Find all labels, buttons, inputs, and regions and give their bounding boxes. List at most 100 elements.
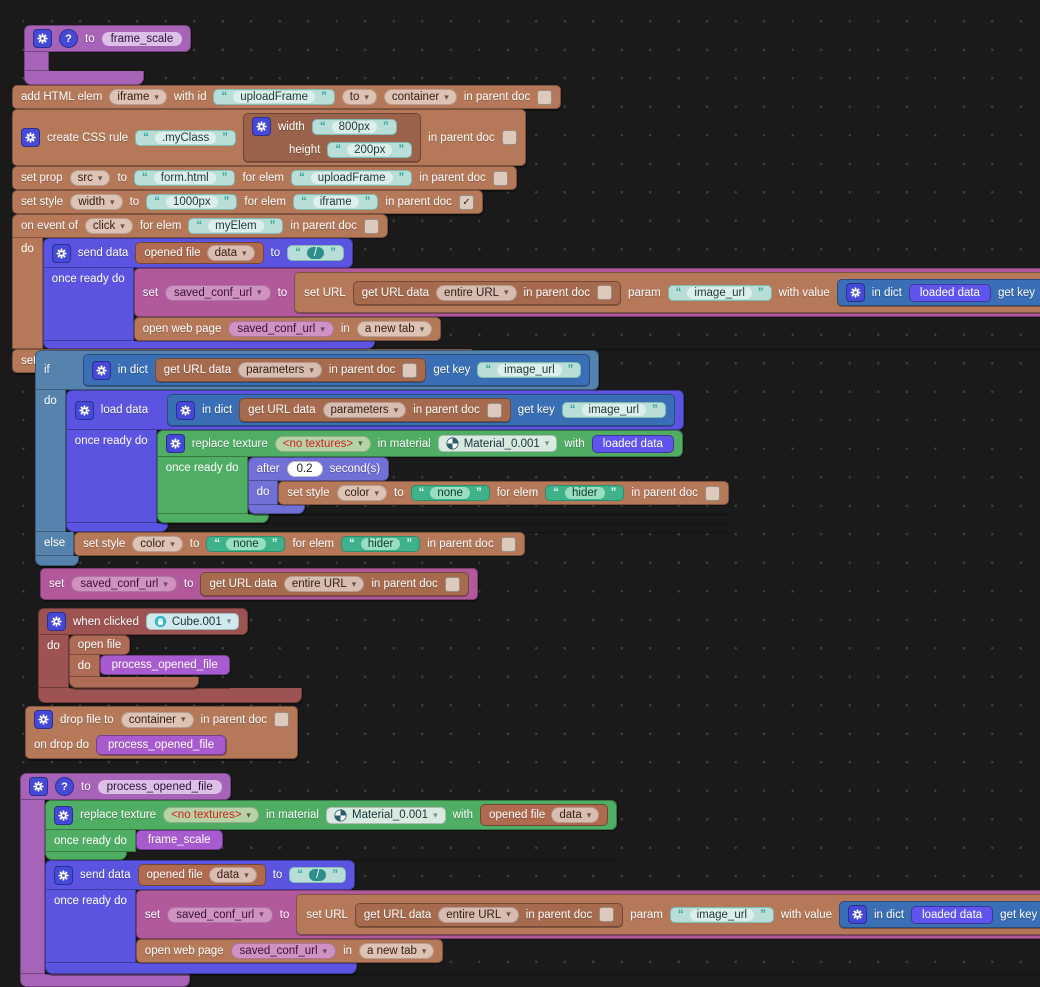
string-block[interactable]: 200px [327, 142, 413, 158]
set-variable-block[interactable]: set saved_conf_url to get URL data entire UR… [40, 568, 478, 600]
get-url-data-block[interactable]: get URL data parameters in parent doc [154, 358, 427, 382]
string-block[interactable]: hider [341, 536, 421, 552]
string-block[interactable]: uploadFrame [291, 170, 413, 186]
text-input-800px[interactable]: 800px [331, 120, 377, 133]
text-input-1000px[interactable]: 1000px [165, 196, 218, 208]
parent-doc-checkbox[interactable] [500, 536, 516, 552]
string-block[interactable]: image_url [561, 402, 666, 418]
procedure-call-process-opened-file[interactable]: process_opened_file [99, 655, 230, 675]
string-block[interactable]: .myClass [135, 129, 236, 146]
css-props-block[interactable]: width 800px height 200px [242, 113, 422, 162]
set-style-color-block[interactable]: set style color to none for elem hider in pare… [74, 532, 525, 556]
open-web-page-block[interactable]: open web page saved_conf_url in a new tab [135, 939, 444, 963]
string-block[interactable]: 800px [311, 118, 397, 135]
dropdown-entire-url[interactable]: entire URL [283, 576, 365, 592]
parent-doc-checkbox[interactable] [704, 485, 720, 501]
gear-icon[interactable] [74, 400, 94, 420]
dropdown-container[interactable]: container [120, 711, 194, 728]
set-url-block[interactable]: set URL get URL data entire URL in parent d… [296, 894, 1040, 935]
dropdown-parameters[interactable]: parameters [322, 402, 407, 418]
dropdown-parameters[interactable]: parameters [238, 362, 322, 378]
procedure-call-frame-scale[interactable]: frame_scale [135, 830, 223, 850]
set-variable-block[interactable]: set saved_conf_url to set URL get URL data en… [135, 890, 1040, 939]
dropdown-iframe[interactable]: iframe [109, 89, 167, 105]
function-definition-block[interactable]: ? to frame_scale [24, 25, 192, 85]
dropdown-data[interactable]: data [551, 807, 600, 823]
variable-pill-saved-conf-url[interactable]: saved_conf_url [228, 321, 334, 337]
gear-icon[interactable] [47, 612, 66, 631]
dropdown-entire-url[interactable]: entire URL [436, 284, 517, 301]
string-block[interactable]: none [410, 485, 490, 501]
dropdown-a-new-tab[interactable]: a new tab [356, 321, 433, 337]
function-name-field[interactable]: process_opened_file [97, 779, 222, 794]
material-pill[interactable]: Material_0.001 [437, 435, 558, 452]
parent-doc-checkbox[interactable] [597, 285, 613, 300]
dropdown-entire-url[interactable]: entire URL [438, 906, 519, 923]
drop-file-block[interactable]: drop file to container in parent doc on dro… [25, 706, 299, 759]
replace-texture-block[interactable]: replace texture <no textures> in material M… [45, 800, 618, 860]
text-input-image-url[interactable]: image_url [581, 404, 647, 416]
string-block[interactable]: uploadFrame [213, 89, 335, 105]
text-input-uploadframe[interactable]: uploadFrame [233, 91, 315, 103]
set-style-color-block[interactable]: set style color to none for elem hider in pare… [278, 481, 729, 505]
if-block[interactable]: if in dict get URL data parameters in parent… [35, 350, 729, 566]
text-input-form-html[interactable]: form.html [153, 172, 216, 184]
parent-doc-checkbox[interactable] [458, 194, 474, 210]
variable-pill-saved-conf-url[interactable]: saved_conf_url [167, 906, 273, 923]
dropdown-data[interactable]: data [206, 245, 255, 261]
number-input[interactable]: 0.2 [286, 461, 323, 477]
gear-icon[interactable] [91, 360, 111, 380]
text-input-image-url[interactable]: image_url [687, 286, 752, 299]
text-input-myelem[interactable]: myElem [208, 220, 264, 232]
get-url-data-block[interactable]: get URL data parameters in parent doc [239, 398, 511, 422]
gear-icon[interactable] [54, 805, 73, 825]
text-input-myclass[interactable]: .myClass [154, 131, 217, 144]
function-definition-block[interactable]: ? to process_opened_file replace texture <no… [20, 773, 1040, 987]
opened-file-data-block[interactable]: opened file data [137, 864, 266, 886]
string-block[interactable]: hider [545, 485, 625, 501]
add-html-elem-block[interactable]: add HTML elem iframe with id uploadFrame to c… [12, 85, 562, 109]
gear-icon[interactable] [176, 400, 196, 420]
material-pill[interactable]: Material_0.001 [326, 806, 446, 824]
variable-pill-saved-conf-url[interactable]: saved_conf_url [165, 284, 271, 301]
gear-icon[interactable] [51, 243, 71, 263]
set-prop-block[interactable]: set prop src to form.html for elem uploadFram… [12, 166, 517, 190]
string-block[interactable]: image_url [669, 906, 774, 923]
parent-doc-checkbox[interactable] [363, 218, 379, 234]
set-url-block[interactable]: set URL get URL data entire URL in parent d… [294, 272, 1040, 313]
parent-doc-checkbox[interactable] [537, 89, 553, 105]
dropdown-color[interactable]: color [132, 536, 183, 552]
data-pill-loaded-data[interactable]: loaded data [591, 434, 674, 453]
get-url-data-block[interactable]: get URL data entire URL in parent doc [200, 572, 469, 596]
replace-texture-block[interactable]: replace texture <no textures> in material M… [156, 430, 729, 523]
parent-doc-checkbox[interactable] [599, 907, 615, 922]
dropdown-width[interactable]: width [70, 194, 123, 210]
string-block[interactable]: / [287, 245, 344, 261]
data-pill-loaded-data[interactable]: loaded data [911, 905, 994, 924]
string-block[interactable]: myElem [188, 218, 284, 234]
open-web-page-block[interactable]: open web page saved_conf_url in a new tab [133, 317, 442, 341]
string-block[interactable]: none [206, 536, 286, 552]
text-input-none[interactable]: none [430, 487, 470, 499]
help-icon[interactable]: ? [59, 29, 78, 48]
on-event-block[interactable]: on event of click for elem myElem in parent … [12, 214, 1040, 349]
string-block[interactable]: form.html [134, 170, 236, 186]
parent-doc-checkbox[interactable] [444, 576, 460, 592]
gear-icon[interactable] [251, 117, 271, 136]
dropdown-click[interactable]: click [84, 218, 133, 234]
set-variable-block[interactable]: set saved_conf_url to set URL get URL data en… [133, 268, 1040, 317]
in-dict-block[interactable]: in dict get URL data parameters in parent d… [82, 354, 591, 386]
dropdown-no-textures[interactable]: <no textures> [274, 435, 371, 452]
string-block[interactable]: image_url [667, 284, 772, 301]
send-data-block[interactable]: send data opened file data to / once ready do… [42, 238, 1040, 349]
in-dict-block[interactable]: in dict get URL data parameters in parent d… [167, 394, 675, 426]
text-input-hider[interactable]: hider [360, 538, 401, 550]
text-input-iframe[interactable]: iframe [312, 196, 359, 208]
gear-icon[interactable] [21, 128, 40, 147]
help-icon[interactable]: ? [55, 777, 74, 796]
dropdown-color[interactable]: color [336, 485, 388, 501]
dropdown-no-textures[interactable]: <no textures> [163, 807, 259, 823]
